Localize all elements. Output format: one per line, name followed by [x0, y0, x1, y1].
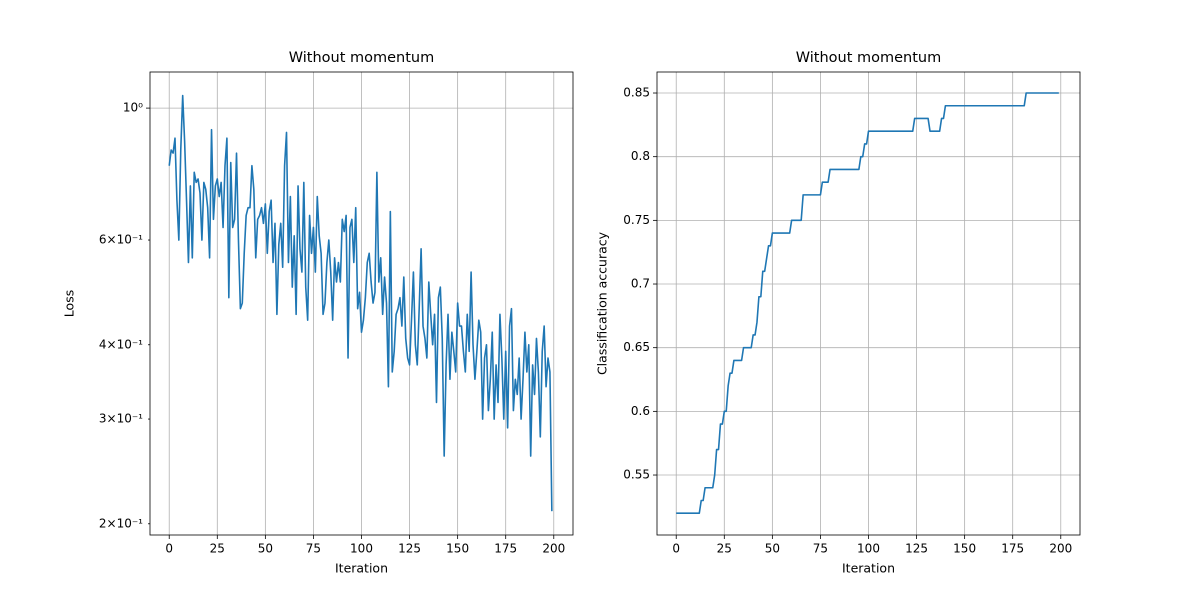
loss-line [168, 94, 553, 512]
y-tick-label: 4×10⁻¹ [99, 337, 143, 351]
x-tick-label: 50 [258, 542, 273, 556]
x-axis-label: Iteration [335, 561, 388, 576]
y-tick-label: 0.75 [623, 213, 650, 227]
x-tick-label: 0 [165, 542, 173, 556]
x-tick-label: 25 [210, 542, 225, 556]
x-tick-label: 125 [398, 542, 421, 556]
y-tick-label: 0.55 [623, 468, 650, 482]
x-tick-label: 150 [446, 542, 469, 556]
x-tick-label: 175 [494, 542, 517, 556]
y-axis-label: Classification accuracy [595, 231, 610, 375]
x-tick-label: 100 [350, 542, 373, 556]
y-tick-label: 0.6 [631, 404, 650, 418]
x-tick-label: 200 [542, 542, 565, 556]
x-tick-label: 150 [953, 542, 976, 556]
axes-frame [149, 71, 574, 536]
y-tick-label: 3×10⁻¹ [99, 412, 143, 426]
chart-title: Without momentum [796, 50, 942, 66]
loss-line [676, 92, 1059, 515]
x-tick-label: 100 [857, 542, 880, 556]
x-tick-label: 125 [905, 542, 928, 556]
y-tick-label: 0.7 [631, 277, 650, 291]
x-tick-label: 25 [717, 542, 732, 556]
x-tick-label: 200 [1049, 542, 1072, 556]
y-tick-label: 0.65 [623, 340, 650, 354]
x-tick-label: 175 [1001, 542, 1024, 556]
y-axis-label: Loss [62, 290, 77, 317]
x-tick-label: 50 [765, 542, 780, 556]
y-tick-label: 2×10⁻¹ [99, 516, 143, 530]
y-tick-label: 0.85 [623, 86, 650, 100]
chart-title: Without momentum [289, 50, 435, 66]
axes-frame [656, 71, 1081, 536]
y-tick-label: 0.8 [631, 149, 650, 163]
y-tick-label: 6×10⁻¹ [99, 233, 143, 247]
x-axis-label: Iteration [842, 561, 895, 576]
x-tick-label: 75 [306, 542, 321, 556]
x-tick-label: 0 [672, 542, 680, 556]
x-tick-label: 75 [813, 542, 828, 556]
y-tick-label: 10⁰ [123, 101, 143, 115]
